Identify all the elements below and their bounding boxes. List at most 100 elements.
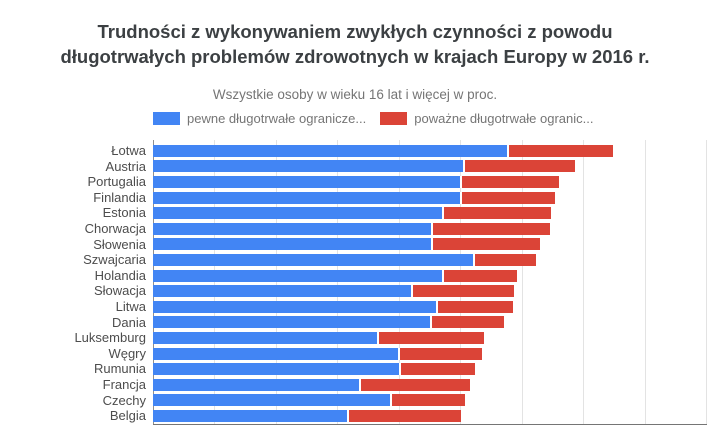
country-label: Luksemburg xyxy=(74,330,146,346)
x-axis-line xyxy=(153,424,707,425)
bar-track xyxy=(153,378,471,391)
country-label: Słowenia xyxy=(93,236,146,252)
bar-segment-some-limitation[interactable] xyxy=(153,144,507,157)
bar-row: Austria xyxy=(0,159,710,175)
bar-track xyxy=(153,144,613,157)
bar-row: Dania xyxy=(0,315,710,331)
bar-row: Słowenia xyxy=(0,237,710,253)
country-label: Słowacja xyxy=(93,283,146,299)
bar-segment-some-limitation[interactable] xyxy=(153,331,377,344)
bar-track xyxy=(153,316,505,329)
gridline xyxy=(521,140,523,424)
bar-segment-severe-limitation[interactable] xyxy=(376,331,484,344)
bar-segment-some-limitation[interactable] xyxy=(153,253,473,266)
legend-swatch-red-icon xyxy=(380,112,408,125)
bar-segment-some-limitation[interactable] xyxy=(153,191,461,204)
bar-segment-some-limitation[interactable] xyxy=(153,316,430,329)
bar-segment-some-limitation[interactable] xyxy=(153,269,442,282)
gridline xyxy=(644,140,646,424)
bar-segment-some-limitation[interactable] xyxy=(153,300,436,313)
bar-row: Holandia xyxy=(0,268,710,284)
bar-segment-some-limitation[interactable] xyxy=(153,394,391,407)
bar-segment-severe-limitation[interactable] xyxy=(411,285,515,298)
bar-row: Łotwa xyxy=(0,143,710,159)
country-label: Belgia xyxy=(109,408,146,424)
country-label: Szwajcaria xyxy=(83,252,146,268)
bar-segment-some-limitation[interactable] xyxy=(153,175,461,188)
country-label: Litwa xyxy=(115,298,146,314)
bar-segment-severe-limitation[interactable] xyxy=(397,347,483,360)
bar-segment-severe-limitation[interactable] xyxy=(435,300,514,313)
bar-segment-severe-limitation[interactable] xyxy=(441,207,552,220)
bar-segment-some-limitation[interactable] xyxy=(153,222,431,235)
bar-segment-some-limitation[interactable] xyxy=(153,207,442,220)
bar-segment-severe-limitation[interactable] xyxy=(472,253,537,266)
bar-segment-some-limitation[interactable] xyxy=(153,363,399,376)
legend-label: pewne długotrwałe ogranicze... xyxy=(187,111,367,126)
bar-segment-severe-limitation[interactable] xyxy=(390,394,466,407)
chart-title-line2: długotrwałych problemów zdrowotnych w kr… xyxy=(60,46,650,67)
gridline xyxy=(583,140,585,424)
chart-subtitle: Wszystkie osoby w wieku 16 lat i więcej … xyxy=(212,87,498,102)
legend-label: poważne długotrwałe ogranic... xyxy=(414,111,594,126)
bar-segment-severe-limitation[interactable] xyxy=(359,378,471,391)
bar-row: Belgia xyxy=(0,408,710,424)
bar-track xyxy=(153,253,537,266)
bar-segment-some-limitation[interactable] xyxy=(153,285,412,298)
bar-segment-some-limitation[interactable] xyxy=(153,378,360,391)
bar-segment-severe-limitation[interactable] xyxy=(462,160,575,173)
legend-item-severe[interactable]: poważne długotrwałe ogranic... xyxy=(380,111,593,126)
bar-segment-severe-limitation[interactable] xyxy=(441,269,517,282)
bar-track xyxy=(153,331,484,344)
gridline xyxy=(337,140,339,424)
country-label: Portugalia xyxy=(87,174,146,190)
bar-row: Szwajcaria xyxy=(0,252,710,268)
bar-segment-severe-limitation[interactable] xyxy=(430,222,550,235)
bar-row: Węgry xyxy=(0,346,710,362)
bar-row: Chorwacja xyxy=(0,221,710,237)
bar-row: Słowacja xyxy=(0,283,710,299)
bar-segment-severe-limitation[interactable] xyxy=(347,409,462,422)
country-label: Dania xyxy=(112,314,146,330)
bar-track xyxy=(153,269,517,282)
bar-segment-some-limitation[interactable] xyxy=(153,160,463,173)
country-label: Węgry xyxy=(108,345,146,361)
bar-segment-severe-limitation[interactable] xyxy=(429,316,505,329)
bar-track xyxy=(153,207,552,220)
bar-segment-severe-limitation[interactable] xyxy=(430,238,541,251)
country-label: Łotwa xyxy=(111,143,146,158)
bar-segment-some-limitation[interactable] xyxy=(153,409,348,422)
bar-track xyxy=(153,409,462,422)
bar-row: Finlandia xyxy=(0,190,710,206)
bar-segment-some-limitation[interactable] xyxy=(153,347,398,360)
legend-item-some[interactable]: pewne długotrwałe ogranicze... xyxy=(153,111,366,126)
bar-track xyxy=(153,300,514,313)
bar-track xyxy=(153,222,550,235)
country-label: Estonia xyxy=(102,205,146,221)
bar-track xyxy=(153,175,559,188)
bar-segment-severe-limitation[interactable] xyxy=(398,363,475,376)
bar-track xyxy=(153,191,555,204)
bar-segment-severe-limitation[interactable] xyxy=(460,191,555,204)
bar-segment-severe-limitation[interactable] xyxy=(460,175,559,188)
legend-swatch-blue-icon xyxy=(153,112,180,125)
gridline xyxy=(275,140,277,424)
bar-track xyxy=(153,285,515,298)
chart-title: Trudności z wykonywaniem zwykłych czynno… xyxy=(0,19,710,69)
bar-track xyxy=(153,363,475,376)
bar-rows: Łotwa Austria Portugalia Finlandia Estonia Ch… xyxy=(0,143,710,424)
country-label: Francja xyxy=(102,376,146,392)
country-label: Finlandia xyxy=(93,189,146,205)
country-label: Czechy xyxy=(102,392,146,408)
gridline xyxy=(398,140,400,424)
bar-segment-some-limitation[interactable] xyxy=(153,238,431,251)
axis-baseline xyxy=(153,140,154,424)
country-label: Austria xyxy=(105,158,146,174)
bar-track xyxy=(153,394,466,407)
bar-segment-severe-limitation[interactable] xyxy=(506,144,613,157)
gridline xyxy=(214,140,216,424)
gridline xyxy=(460,140,462,424)
bar-row: Czechy xyxy=(0,393,710,409)
bar-row: Estonia xyxy=(0,205,710,221)
